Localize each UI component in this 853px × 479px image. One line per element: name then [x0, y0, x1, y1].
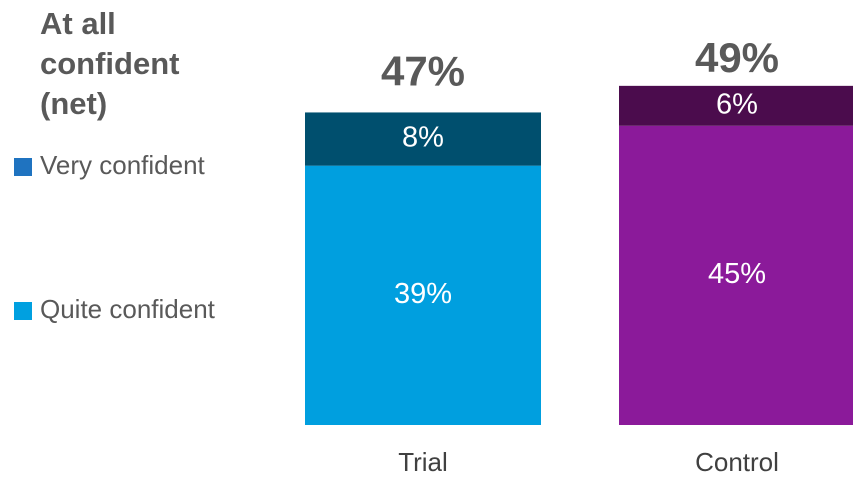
data-label: 45%	[708, 258, 766, 290]
data-label: 39%	[394, 278, 452, 310]
legend-title: At all confident (net)	[40, 6, 180, 121]
bar-segment	[619, 125, 853, 425]
total-label: 49%	[695, 34, 779, 81]
total-label: 47%	[381, 48, 465, 95]
bar-segment	[305, 165, 541, 425]
data-label: 8%	[402, 122, 444, 154]
bar-segment	[305, 112, 541, 166]
data-label: 6%	[716, 88, 758, 120]
legend-swatch	[14, 302, 32, 320]
x-tick-label: Trial	[398, 447, 448, 477]
legend-label: Very confident	[40, 150, 206, 180]
bar-segment	[619, 85, 853, 126]
x-tick-label: Control	[695, 447, 779, 477]
legend-swatch	[14, 158, 32, 176]
legend-label: Quite confident	[40, 294, 216, 324]
